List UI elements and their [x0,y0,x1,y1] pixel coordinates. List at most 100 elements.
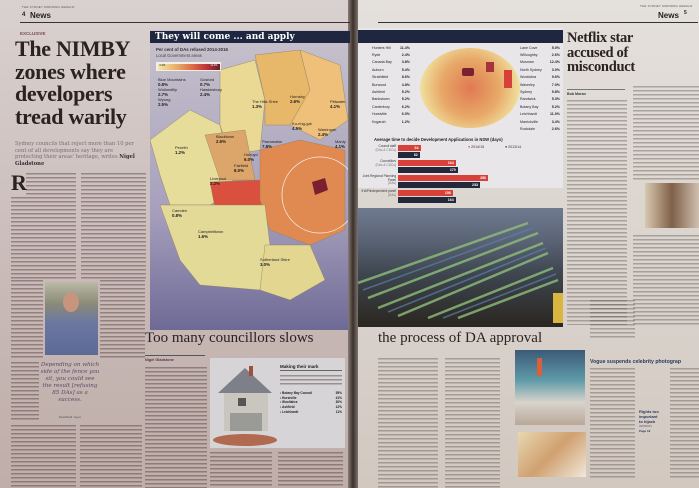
map-zoom-circle [281,156,348,234]
map-area-label: Liverpool 2.2% [210,176,226,186]
bar-category-label: Council staff (DAs & CDCs) [358,144,396,152]
category-name: Councillors [380,159,396,163]
area-value: 5.2% [551,104,560,109]
area-value: 2.2% [210,180,221,186]
map-area-label: Pittwater 4.1% [330,99,346,109]
inner-map-circle [420,48,520,128]
area-name: Willoughby [520,53,538,58]
map-area-label: Hawkesbury 2.4% [200,87,222,97]
netflix-byline: Bob Moran [567,92,586,96]
bar-2014-15: 64 [398,145,421,151]
area-value: 5.3% [551,97,560,102]
map-area-label: Parramatta 7.8% [262,139,282,149]
area-value: 6.0% [401,112,410,117]
area-value: 7.0% [551,82,560,87]
area-value: 7.8% [262,143,273,149]
area-name: Campbelltown [198,229,224,234]
area-name: Fairfield [234,163,249,168]
legend-2014: ● 2014/15 [468,145,484,149]
bar-category-label: Joint Regional Planning Panel (DAs) [358,174,397,186]
bar-2013-14: 62 [398,151,420,158]
pull-quote-attribution: Strathfield mayor [58,415,82,419]
category-name: Council staff [378,144,396,148]
body-text [100,280,145,360]
roof-frame-svg [357,221,563,323]
area-name: Strathfield [372,75,389,80]
map-area-label: Holroyd 6.0% [244,152,258,162]
roof-photo [357,208,563,327]
body-text [11,280,43,360]
area-value: 5.2% [401,97,410,102]
map-svg [150,49,348,301]
vogue-photo-2 [518,432,586,477]
area-list-row: Willoughby 2.6% [520,51,560,58]
bar-2014-15: 164 [398,160,456,166]
area-list-row: Kogarah 1.2% [372,118,410,125]
map-area-label: Blue Mountains 0.8% [158,77,186,87]
netflix-headline: Netflix star accused of misconduct [567,31,699,75]
area-list-row: Ashfield 5.2% [372,88,410,95]
opinion-teaser[interactable]: Rights too important to hijack OPINION P… [639,409,669,434]
area-name: Wollondilly [158,87,178,92]
inner-left-list: Hunters Hill 11.4% Ryde 2.4% Canada Bay 3.8% A… [372,44,410,125]
area-value: 8.0% [234,167,245,173]
area-name: Hunters Hill [372,45,391,50]
area-value: 0.8% [158,81,169,87]
area-name: Woollahra [520,75,537,80]
map-area-label: Sutherland Shire 3.0% [260,257,290,267]
area-name: Lane Cove [520,45,538,50]
area-name: Hurstville [372,112,387,117]
area-value: 2.4% [318,131,329,137]
body-text [210,452,272,488]
area-value: 3.4% [551,119,560,124]
area-list-row: Canada Bay 3.8% [372,59,410,66]
area-value: 6.0% [244,156,255,162]
area-value: 9.6% [551,75,560,80]
body-text [567,100,627,325]
body-text [11,425,76,488]
map-region-hotspot [504,70,512,88]
body-text [80,425,142,488]
map-legend: 0.2% 12.4% [156,62,221,71]
map-area-label: Campbelltown 1.6% [198,229,224,239]
house-graphic-box: Making their mark ▪ Botany Bay Council 55… [210,358,345,448]
category-name: Joint Regional Planning Panel [362,174,397,182]
sidebar-list-item: ▪ Ashfield 12% [280,405,342,410]
legend-gradient: 0.2% 12.4% [157,63,220,70]
area-name: Ashfield [372,90,385,95]
sidebar-list-item: ▪ Botany Bay Council 55% [280,391,342,396]
area-list-row: Leichhardt 11.0% [520,111,560,118]
item-value: 11% [335,409,342,414]
area-value: 1.6% [198,233,209,239]
area-value: 6.2% [401,104,410,109]
bar-2014-15: 256 [398,175,489,181]
figure-in-photo [537,358,542,376]
area-name: Canterbury [372,104,390,109]
area-name: Ryde [372,53,381,58]
map-title: Per cent of DAs refused 2014-2016 [156,47,228,52]
main-headline: The NIMBY zones where developers tread w… [15,37,150,128]
byline: Nigel Gladstone [15,154,135,167]
standfirst: Sydney councils that reject more than 10… [15,141,140,167]
item-name: ▪ Hurstville [280,395,297,400]
area-name: Wyong [158,97,171,102]
header-rule [20,22,350,23]
area-list-row: Sydney 5.8% [520,88,560,95]
map-region-hotspot [312,178,328,195]
body-text [278,452,343,488]
area-name: Blue Mountains [158,77,186,82]
area-value: 2.6% [551,126,560,131]
teaser-line: Rights too [639,409,659,414]
legend-min: 0.2% [159,63,166,67]
area-value: 5.4% [401,67,410,72]
body-text [81,173,146,279]
item-name: ▪ Leichhardt [280,409,299,414]
bar-2013-14: 170 [398,166,458,173]
headline-line: zones where [15,58,126,84]
area-name: Warringah [318,127,337,132]
area-list-row: Marrickville 3.4% [520,118,560,125]
portrait-face [63,292,79,312]
section-label-right: News [658,11,679,20]
area-value: 5.2% [401,90,410,95]
area-value: 2.7% [158,91,169,97]
